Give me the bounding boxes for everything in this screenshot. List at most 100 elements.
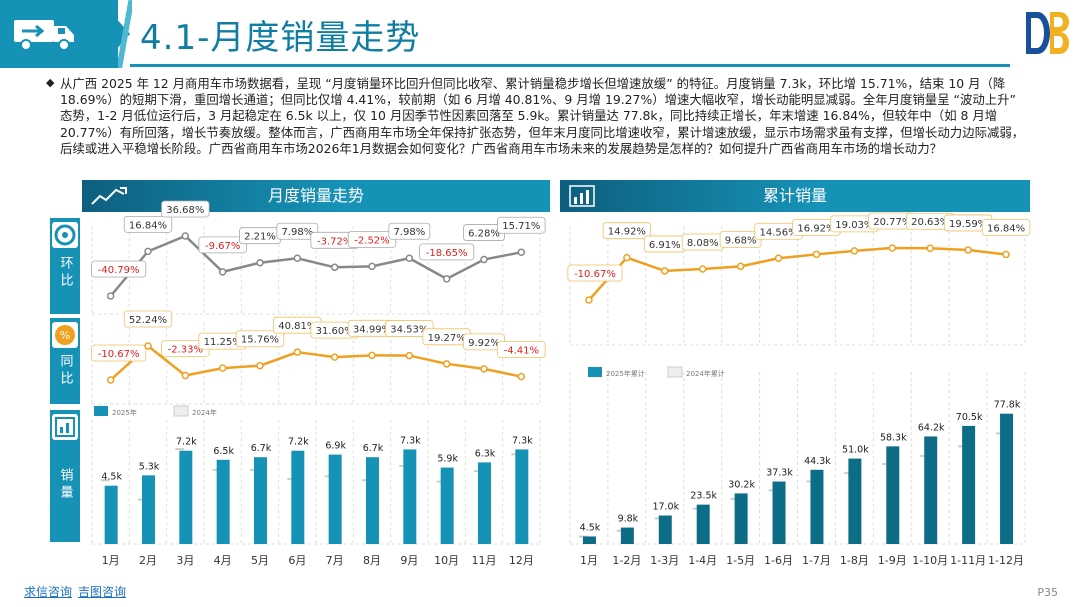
cum-growth-data-label: 14.56% (759, 227, 797, 238)
monthly-x-tick: 2月 (139, 554, 157, 567)
monthly-bar-label: 6.9k (325, 441, 346, 452)
brand-logo-icon (1026, 12, 1069, 54)
cumulative-x-tick: 1-3月 (650, 554, 679, 567)
monthly-bar-label: 5.9k (437, 454, 458, 465)
cumulative-bar-label: 70.5k (956, 412, 983, 423)
bullet-diamond-icon: ◆ (46, 76, 55, 89)
cum-growth-label-box (681, 233, 724, 251)
cum-growth-label-box (754, 222, 803, 240)
yoy-data-label: 11.25% (204, 337, 242, 348)
monthly-bar-current (328, 454, 342, 544)
cumulative-bar-current (810, 469, 824, 544)
cumulative-x-tick: 1-11月 (950, 554, 986, 567)
mom-label-box (497, 216, 546, 234)
cumulative-bar-previous-marker (806, 480, 816, 483)
cumulative-bar-previous-marker (730, 497, 740, 500)
mom-data-label: -2.52% (354, 235, 389, 246)
mom-point (256, 258, 264, 267)
cumulative-x-tick: 1-2月 (612, 554, 641, 567)
cumulative-x-tick: 1-4月 (688, 554, 717, 567)
mom-point (480, 255, 488, 264)
footer-link-qiuxin[interactable]: 求信咨询 (24, 585, 73, 599)
cumulative-bar-previous-marker (692, 507, 702, 510)
cum-growth-data-label: 19.03% (835, 220, 873, 231)
cum-growth-point (1002, 250, 1010, 259)
monthly-bar-current (403, 449, 417, 544)
cumulative-bar-previous-marker (768, 489, 778, 492)
cumulative-bar-current (772, 481, 786, 544)
footer-links: 求信咨询 吉图咨询 (24, 583, 132, 600)
cumulative-x-tick: 1-9月 (878, 554, 907, 567)
panel-title-cumulative-text: 累计销量 (762, 186, 827, 205)
monthly-bar-label: 6.7k (251, 443, 272, 454)
cum-growth-point (812, 250, 821, 259)
mom-data-label: 15.71% (502, 221, 540, 232)
mom-data-label: 16.84% (129, 220, 167, 231)
mom-point (330, 263, 339, 272)
mom-data-label: 7.98% (281, 227, 313, 238)
monthly-x-tick: 5月 (251, 554, 269, 567)
yoy-point (256, 361, 264, 370)
cum-growth-label-box (981, 219, 1031, 236)
monthly-x-tick: 6月 (288, 554, 306, 567)
yoy-data-label: -4.41% (504, 346, 539, 357)
cumulative-x-tick: 1-5月 (726, 554, 755, 567)
cum-growth-data-label: 20.63% (911, 217, 949, 228)
legend-swatch-current (94, 406, 108, 416)
monthly-x-tick: 7月 (326, 554, 344, 567)
yoy-point (442, 360, 451, 368)
svg-text:%: % (60, 329, 70, 342)
yoy-label-box (422, 328, 471, 346)
yoy-label-box (463, 333, 505, 351)
mom-data-label: -3.72% (317, 236, 352, 247)
cumulative-x-tick: 1-6月 (764, 554, 793, 567)
mom-series-line (109, 234, 522, 297)
side-label-sales-text: 销量 (57, 468, 73, 502)
yoy-label-box (347, 319, 397, 337)
yoy-label-box (385, 320, 434, 337)
monthly-bar-previous-marker (250, 468, 259, 471)
mom-label-box (276, 222, 319, 240)
mom-point (181, 232, 190, 240)
monthly-x-tick: 10月 (434, 554, 459, 567)
monthly-bar-previous-marker (511, 453, 521, 456)
cumulative-bar-previous-marker (996, 432, 1006, 435)
monthly-bar-label: 6.3k (475, 448, 496, 459)
cumulative-bar-label: 58.3k (880, 432, 907, 443)
monthly-x-tick: 3月 (176, 554, 194, 567)
side-label-sales: 销量 (50, 410, 80, 542)
header-underline (130, 64, 1010, 67)
monthly-bar-label: 6.7k (363, 443, 384, 454)
monthly-bar-label: 7.2k (176, 437, 197, 448)
monthly-x-tick: 11月 (472, 554, 497, 567)
cum-growth-data-label: 8.08% (687, 238, 719, 249)
yoy-point (330, 353, 339, 361)
cumulative-x-tick: 1-7月 (802, 554, 831, 567)
cumulative-bar-label: 51.0k (842, 445, 869, 456)
percent-icon: % (52, 322, 78, 348)
cumulative-bar-current (1000, 413, 1014, 544)
monthly-bar-label: 7.3k (512, 435, 533, 446)
mom-point (144, 247, 152, 256)
cum-growth-label-box (792, 218, 841, 236)
cum-growth-data-label: 16.92% (797, 223, 835, 234)
yoy-series-line (109, 344, 522, 381)
footer-link-jitu[interactable]: 吉图咨询 (78, 585, 127, 599)
cumulative-x-tick: 1月 (580, 554, 598, 567)
yoy-point (106, 376, 115, 384)
panel-title-cumulative: 累计销量 (560, 180, 1030, 212)
cumulative-bar-label: 17.0k (652, 502, 679, 513)
legend-swatch-current (588, 367, 602, 377)
mom-point (293, 254, 302, 262)
monthly-bar-label: 5.3k (139, 461, 160, 472)
mom-label-box (91, 260, 147, 278)
monthly-bar-current (478, 462, 491, 544)
cum-growth-label-box (719, 230, 762, 248)
cumulative-bar-previous-marker (654, 517, 664, 520)
cum-growth-point (661, 267, 669, 275)
monthly-bar-current (104, 485, 118, 544)
mom-point (218, 268, 227, 276)
monthly-bar-current (515, 449, 529, 544)
cumulative-bar-previous-marker (920, 454, 930, 457)
yoy-data-label: 40.81% (278, 321, 316, 332)
